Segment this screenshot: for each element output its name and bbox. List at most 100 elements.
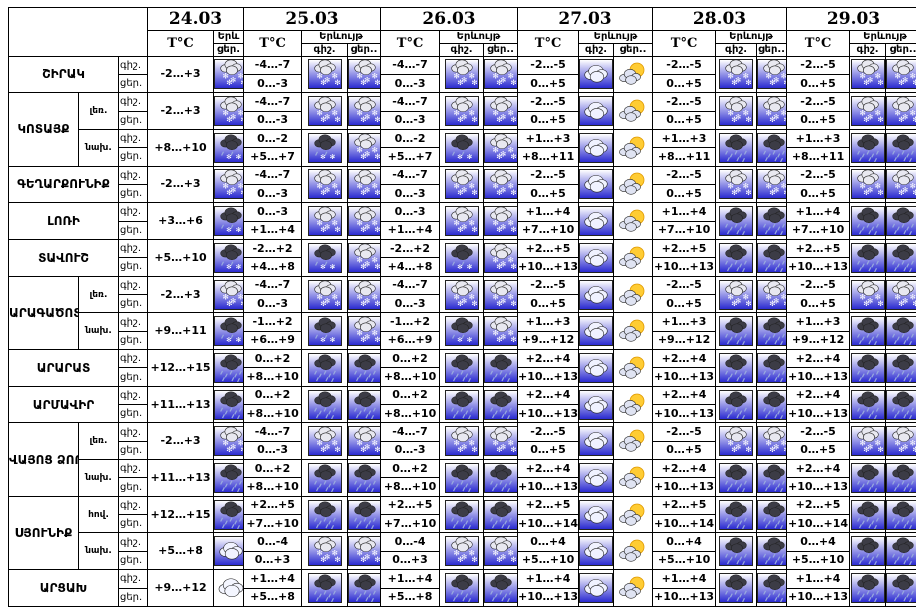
svg-text:✻: ✻: [374, 262, 380, 271]
temp-range: +10…+14: [786, 514, 851, 534]
period-label: ցեր.: [117, 220, 149, 240]
temp-24: +11…+13: [147, 385, 215, 424]
temp-range: +10…+13: [786, 477, 851, 497]
temp-range: 0…+5: [517, 440, 580, 461]
temp-range: +2…+5: [786, 495, 851, 516]
weather-icon: ✻ ✻: [301, 312, 349, 351]
svg-text:✻: ✻: [471, 299, 477, 308]
svg-text:✻: ✻: [230, 296, 236, 305]
temp-range: +10…+14: [517, 514, 580, 534]
temp-range: -2…-5: [517, 55, 580, 75]
weather-icon: [885, 495, 916, 534]
svg-text:✻: ✻: [510, 262, 516, 271]
svg-text:✻: ✻: [226, 226, 232, 234]
temp-range: +10…+13: [652, 404, 717, 424]
svg-text:✻: ✻: [457, 299, 463, 308]
svg-text:✻: ✻: [461, 76, 467, 85]
temp-range: 0…-4: [243, 532, 303, 552]
svg-text:✻: ✻: [334, 225, 340, 234]
weather-icon: [213, 349, 245, 387]
table-row: նախ. գիշ. +8…+10 ✻ ✻ 0…-2 ✻ ✻ ✻ ✻ ✻ ✻ ✻ 0…-2 ✻ ✻ ✻ ✻ ✻ ✻ ✻ +1…: [9, 128, 916, 167]
table-row: ՎԱՅՈՑ ՁՈՐլեռ.գիշ.-2…+3✻✻✻✻✻-4…-7✻✻✻✻✻✻✻✻…: [8, 422, 916, 497]
weather-icon: [715, 312, 758, 351]
svg-text:✻: ✻: [457, 79, 463, 88]
period-label: ցեր.: [117, 440, 149, 461]
svg-text:✻: ✻: [874, 182, 880, 191]
weather-icon: ✻✻✻✻✻: [483, 422, 519, 461]
period-label: ցեր.: [117, 183, 149, 204]
weather-label: Երևույթ: [301, 29, 382, 44]
day-label: ցեր..: [483, 42, 519, 57]
temp-range: +8…+10: [243, 477, 303, 497]
svg-text:✻: ✻: [863, 115, 869, 124]
svg-text:✻: ✻: [898, 79, 904, 88]
weather-icon: [756, 385, 788, 424]
weather-icon: ✻✻✻✻✻: [715, 55, 758, 94]
weather-icon: ✻✻✻✻✻: [301, 202, 349, 240]
weather-label: Երև: [213, 29, 245, 44]
svg-text:✻: ✻: [223, 439, 229, 448]
temp-range: +9…+12: [786, 330, 851, 351]
svg-text:✻: ✻: [226, 79, 232, 88]
period-label: գիշ.: [117, 202, 149, 222]
temp-range: -2…-5: [517, 422, 580, 442]
svg-text:✻: ✻: [471, 79, 477, 88]
svg-text:✻: ✻: [364, 223, 370, 232]
svg-text:✻: ✻: [874, 439, 880, 448]
svg-text:✻: ✻: [374, 152, 380, 161]
svg-text:✻: ✻: [493, 292, 499, 301]
temp-label: T°C: [786, 29, 851, 57]
svg-text:✻: ✻: [316, 109, 322, 118]
night-label: գիշ.: [301, 42, 349, 57]
svg-text:✻: ✻: [372, 549, 378, 558]
table-row: ԱՐՄԱՎԻՐ գիշ. +11…+13 0…+2 0…+2 +2…+4 +2…+4 +2…+…: [8, 385, 916, 424]
subregion-name: լեռ.: [78, 275, 119, 314]
svg-text:✻: ✻: [735, 112, 741, 121]
svg-text:✻: ✻: [510, 152, 516, 161]
svg-text:✻: ✻: [910, 292, 916, 301]
day-label: ցեր.: [213, 42, 245, 57]
date-header: 27.03: [517, 7, 654, 31]
weather-icon: ✻✻✻✻✻: [715, 165, 758, 204]
svg-text:✻: ✻: [374, 225, 380, 234]
weather-icon: [213, 569, 245, 607]
weather-icon: [715, 385, 758, 424]
svg-text:✻: ✻: [510, 299, 516, 308]
period-label: գիշ.: [117, 312, 149, 332]
svg-text:✻: ✻: [877, 115, 883, 124]
svg-text:✻: ✻: [320, 189, 326, 198]
temp-range: -2…+2: [243, 238, 303, 259]
svg-text:✻: ✻: [496, 152, 502, 161]
svg-text:✻: ✻: [867, 186, 873, 195]
weather-icon: [849, 459, 887, 497]
svg-text:✻: ✻: [867, 443, 873, 452]
temp-range: +10…+13: [786, 257, 851, 277]
svg-text:✻: ✻: [874, 109, 880, 118]
weather-icon: [347, 459, 382, 497]
temp-range: +6…+9: [380, 330, 441, 351]
svg-text:✻: ✻: [910, 182, 916, 191]
svg-text:✻: ✻: [769, 115, 775, 124]
period-label: գիշ.: [117, 459, 149, 479]
svg-text:✻: ✻: [357, 439, 363, 448]
svg-text:✻: ✻: [496, 115, 502, 124]
region-name: ԱՐՑԱԽ: [8, 569, 119, 607]
weather-icon: ✻✻✻✻✻: [715, 422, 758, 461]
svg-text:✻: ✻: [743, 182, 749, 191]
svg-text:✻: ✻: [508, 256, 514, 265]
region-name: ԿՈՏԱՅՔ: [8, 92, 79, 167]
svg-text:✻: ✻: [766, 439, 772, 448]
temp-range: +10…+13: [652, 367, 717, 387]
svg-text:✻: ✻: [781, 439, 787, 448]
svg-text:✻: ✻: [357, 549, 363, 558]
temp-range: +2…+5: [652, 238, 717, 259]
temp-range: +5…+10: [517, 550, 580, 571]
temp-range: 0…-3: [243, 440, 303, 461]
weather-icon: [613, 569, 654, 607]
svg-text:✻: ✻: [374, 556, 380, 565]
weather-label: Երևույթ: [715, 29, 788, 44]
svg-text:✻: ✻: [728, 72, 734, 81]
svg-text:✻: ✻: [912, 299, 916, 308]
svg-text:✻: ✻: [783, 79, 786, 88]
svg-text:✻: ✻: [238, 182, 244, 191]
